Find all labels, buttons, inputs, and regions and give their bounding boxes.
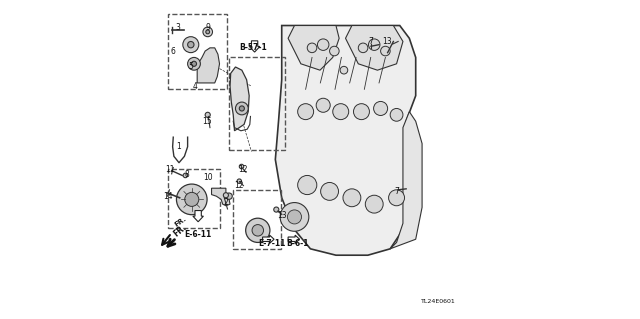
Circle shape — [252, 225, 264, 236]
Circle shape — [191, 61, 196, 66]
Circle shape — [246, 218, 270, 242]
Circle shape — [316, 98, 330, 112]
Circle shape — [381, 46, 390, 56]
Circle shape — [353, 104, 369, 120]
Text: 13: 13 — [382, 37, 392, 46]
Circle shape — [239, 164, 244, 169]
Circle shape — [206, 30, 210, 34]
Circle shape — [177, 184, 207, 215]
Circle shape — [343, 189, 361, 207]
Text: B-6-1: B-6-1 — [286, 239, 308, 248]
Circle shape — [239, 106, 244, 111]
Text: 15: 15 — [202, 117, 212, 126]
FancyArrow shape — [193, 211, 204, 222]
Circle shape — [369, 39, 380, 50]
Text: 11: 11 — [165, 165, 175, 174]
Text: 5: 5 — [188, 63, 193, 71]
Circle shape — [388, 190, 404, 206]
Text: 1: 1 — [177, 142, 181, 151]
Circle shape — [237, 179, 241, 183]
Text: 9: 9 — [205, 23, 210, 32]
Circle shape — [226, 193, 232, 199]
Circle shape — [330, 46, 339, 56]
Text: 12: 12 — [239, 165, 248, 174]
Circle shape — [205, 112, 211, 117]
Text: 14: 14 — [164, 192, 173, 201]
Circle shape — [340, 66, 348, 74]
Text: 6: 6 — [170, 47, 175, 56]
Circle shape — [298, 104, 314, 120]
Text: 3: 3 — [175, 23, 180, 32]
FancyArrow shape — [288, 235, 300, 243]
Polygon shape — [390, 112, 422, 249]
Text: 4: 4 — [193, 82, 197, 91]
Circle shape — [223, 193, 228, 198]
Text: 2: 2 — [223, 198, 228, 207]
Circle shape — [390, 108, 403, 121]
Circle shape — [374, 101, 388, 115]
Polygon shape — [275, 26, 416, 255]
Circle shape — [333, 104, 349, 120]
Text: 10: 10 — [203, 173, 212, 182]
Circle shape — [365, 195, 383, 213]
Circle shape — [274, 207, 279, 212]
Circle shape — [280, 203, 309, 231]
Text: 7: 7 — [394, 187, 399, 196]
Text: E-6-11: E-6-11 — [184, 230, 212, 239]
Circle shape — [307, 43, 317, 53]
Polygon shape — [197, 48, 220, 83]
Circle shape — [358, 43, 368, 53]
Polygon shape — [230, 67, 249, 131]
FancyArrow shape — [262, 235, 274, 243]
Text: FR.: FR. — [173, 215, 188, 227]
Circle shape — [298, 175, 317, 195]
Polygon shape — [346, 26, 403, 70]
Text: E-7-11: E-7-11 — [259, 239, 286, 248]
Circle shape — [321, 182, 339, 200]
Circle shape — [183, 37, 199, 53]
Text: FR.: FR. — [172, 223, 188, 239]
Circle shape — [188, 41, 194, 48]
Text: B-57-1: B-57-1 — [239, 43, 267, 52]
Circle shape — [287, 210, 301, 224]
Circle shape — [188, 57, 200, 70]
Text: TL24E0601: TL24E0601 — [420, 299, 456, 304]
Polygon shape — [212, 188, 230, 206]
FancyArrow shape — [250, 41, 260, 52]
Circle shape — [203, 27, 212, 37]
Text: 7: 7 — [369, 37, 374, 46]
Text: 12: 12 — [234, 181, 244, 189]
Circle shape — [183, 173, 188, 178]
Text: 8: 8 — [184, 170, 189, 179]
Circle shape — [185, 192, 199, 206]
Text: 13: 13 — [277, 211, 287, 220]
Circle shape — [317, 39, 329, 50]
Polygon shape — [288, 26, 339, 70]
Circle shape — [236, 102, 248, 115]
